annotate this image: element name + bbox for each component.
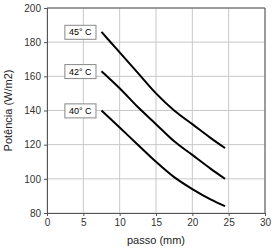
tick: 20 <box>187 213 199 228</box>
series-label-box <box>65 25 96 39</box>
frame <box>265 8 266 213</box>
grid-line <box>47 8 265 9</box>
series-label-text: 40° C <box>69 106 92 116</box>
tick: 15 <box>151 213 163 228</box>
tick-mark <box>229 213 230 216</box>
tick-mark <box>44 179 47 180</box>
series-label-text: 42° C <box>69 67 92 77</box>
tick: 30 <box>260 213 272 228</box>
tick-mark <box>44 76 47 77</box>
tick-label: 25 <box>224 217 236 228</box>
tick: 160 <box>24 71 47 82</box>
lines <box>102 32 226 206</box>
tick: 0 <box>45 213 51 228</box>
grid-line <box>47 144 265 145</box>
tick-label: 0 <box>45 217 51 228</box>
series-line <box>102 71 226 179</box>
tick-label: 180 <box>24 37 41 48</box>
tick-mark <box>44 213 47 214</box>
tick: 5 <box>81 213 87 228</box>
tick-label: 30 <box>260 217 272 228</box>
series-line <box>102 111 226 207</box>
tick: 200 <box>24 3 47 14</box>
x-axis: 0 5 10 15 20 25 30 <box>45 213 272 228</box>
y-axis-title: Potência (W/m2) <box>2 70 14 152</box>
axis-line <box>44 9 48 214</box>
grid <box>47 8 265 213</box>
tick-label: 15 <box>151 217 163 228</box>
tick: 120 <box>24 139 47 150</box>
tick-label: 80 <box>30 208 42 219</box>
tick-label: 5 <box>81 217 87 228</box>
grid-line <box>47 178 265 179</box>
series-label: 45° C <box>65 25 96 39</box>
series-label-box <box>65 65 96 79</box>
series-label: 42° C <box>65 65 96 79</box>
tick-mark <box>156 213 157 216</box>
tick-label: 20 <box>187 217 199 228</box>
tick-label: 100 <box>24 174 41 185</box>
tick-mark <box>44 111 47 112</box>
chart: 0 5 10 15 20 25 30 80 100 120 140 160 180 200 45° C 42°… <box>0 0 277 249</box>
series-label: 40° C <box>65 104 96 118</box>
tick-mark <box>83 213 84 216</box>
tick-mark <box>192 213 193 216</box>
tick-mark <box>44 145 47 146</box>
series-label-text: 45° C <box>69 27 92 37</box>
grid-line <box>47 42 265 43</box>
tick-label: 120 <box>24 139 41 150</box>
series-label-box <box>65 104 96 118</box>
tick-label: 160 <box>24 71 41 82</box>
tick-mark <box>265 213 266 216</box>
tick-mark <box>44 8 47 9</box>
tick-label: 140 <box>24 105 41 116</box>
axis-line <box>48 214 266 217</box>
grid-line <box>265 8 266 213</box>
plot: 0 5 10 15 20 25 30 80 100 120 140 160 180 200 45° C 42°… <box>24 3 271 228</box>
tick: 180 <box>24 37 47 48</box>
tick: 80 <box>30 208 47 219</box>
tick-label: 200 <box>24 3 41 14</box>
tick-mark <box>44 42 47 43</box>
tick: 10 <box>115 213 127 228</box>
y-axis: 80 100 120 140 160 180 200 <box>24 3 47 219</box>
tick-mark <box>120 213 121 216</box>
tick: 140 <box>24 105 47 116</box>
tick: 25 <box>224 213 236 228</box>
series-labels: 45° C 42° C 40° C <box>65 25 96 118</box>
tick-label: 10 <box>115 217 127 228</box>
frame <box>47 8 265 9</box>
tick: 100 <box>24 174 47 185</box>
x-axis-title: passo (mm) <box>127 234 185 246</box>
